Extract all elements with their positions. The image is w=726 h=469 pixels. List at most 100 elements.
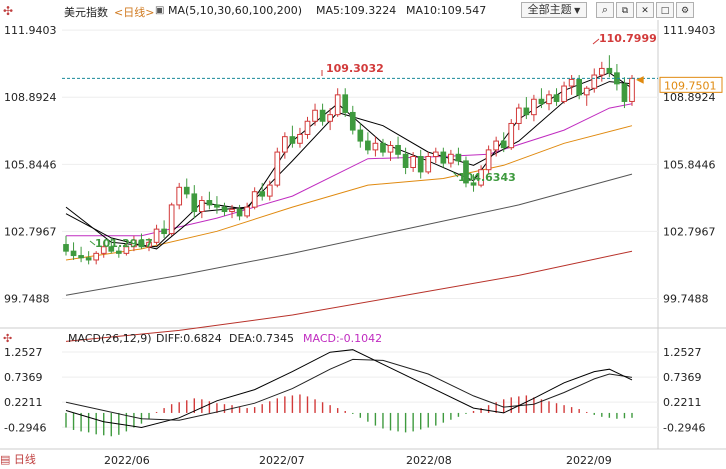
candle-body [327,114,333,122]
macd-axis: 1.2527 1.2527 0.7369 0.7369 0.2211 0.2211 -0.2… [4,346,705,434]
ma100-line [65,173,633,296]
candle-body [568,78,575,87]
annotation-high-2: 110.7999 [599,32,657,45]
candle-body [206,200,213,206]
settings-button[interactable]: ⚙ [676,2,694,18]
instrument-title: 美元指数 [64,6,108,19]
macd-tick-left: 1.2527 [4,346,43,359]
price-tick-left: 99.7488 [4,293,50,306]
candle-body [591,74,598,89]
candle-body [387,144,394,153]
theme-button[interactable]: 全部主题 ▼ [521,2,587,18]
candle-body [395,144,401,155]
macd-tick-right: 0.2211 [663,396,702,409]
candle-body [236,208,243,217]
candle-body [372,142,379,151]
candle-body [561,85,567,102]
candle-body [274,151,281,186]
macd-tick-left: 0.7369 [4,371,43,384]
chart-header: ✣ 美元指数 <日线> ▣ MA(5,10,30,60,100,200) MA5… [0,0,726,20]
close-button[interactable]: ✕ [636,2,654,18]
macd-histogram [65,394,633,437]
price-tick-right: 111.9403 [663,24,716,37]
candle-body [432,151,439,157]
candle-body [515,107,522,124]
crosshair-icon[interactable]: ✣ [3,4,14,18]
price-axis: 111.9403 111.9403 108.8924 108.8924 105.8446… [4,24,716,305]
footer-tab-label: 日线 [13,453,36,466]
candle-body [259,191,266,197]
window-button[interactable]: ⧉ [616,2,634,18]
candle-body [342,94,349,113]
candle-body [63,244,69,252]
annotation-high-1: 109.3032 [326,62,384,75]
macd-tick-left: -0.2946 [4,421,46,434]
candle-body [500,140,507,149]
candle-body [448,153,454,164]
candle-body [365,140,371,151]
price-tick-left: 108.8924 [4,91,57,104]
candle-body [161,228,167,235]
ma30-line [66,103,633,237]
annotation-low-2: 104.6343 [458,171,516,184]
candle-body [108,246,115,252]
theme-button-label: 全部主题 [527,3,572,16]
candle-body [221,206,228,213]
price-tick-right: 105.8446 [663,158,716,171]
candle-body [357,129,364,142]
candle-body [100,246,107,254]
candle-body [93,252,100,261]
candle-body [214,204,220,208]
candle-body [598,67,605,76]
candle-body [297,133,303,144]
crosshair-icon-macd[interactable]: ✣ [3,332,13,345]
chevron-down-icon: ▼ [571,6,581,15]
search-button[interactable]: ⌕ [596,2,614,18]
candle-body [153,228,160,243]
close-icon: ✕ [641,6,649,16]
candle-body [440,151,447,164]
ma60-line [65,125,633,261]
moving-average-lines [65,72,633,342]
annotation-low-1: 101.2967 [95,237,153,250]
candle-body [289,136,296,144]
x-tick-label: 2022/06 [104,454,150,467]
maximize-icon: □ [660,6,670,16]
annotation-low-2-marker [452,171,459,178]
settings-icon: ⚙ [680,6,690,16]
candle-body [349,111,356,131]
candle-body [455,153,462,162]
price-tick-left: 102.7967 [4,225,57,238]
macd-header: ✣ MACD(26,12,9) DIFF:0.6824 DEA:0.7345 M… [0,331,726,347]
footer-period-tab[interactable]: ▤ 日线 [0,451,36,467]
candle-body [131,239,137,248]
candle-body [334,94,341,116]
ma10-line [65,81,633,250]
candle-body [70,250,77,257]
candle-body [410,155,416,168]
candle-body [463,160,469,184]
candle-body [402,153,409,168]
ma200-line [65,250,633,342]
candle-body [146,241,152,248]
candle-body [425,155,432,173]
candle-body [478,169,484,186]
indicator-dropdown-icon[interactable]: ▣ [155,5,165,16]
ma5-value: MA5:109.3224 [316,4,397,17]
candle-body [417,155,424,173]
macd-params: MACD(26,12,9) [68,332,152,345]
candle-body [168,204,175,235]
annotation-low-1-marker [89,240,96,246]
candlestick-series [63,55,635,265]
candle-body [282,136,288,153]
candle-body [606,67,613,74]
maximize-button[interactable]: □ [656,2,674,18]
candle-body [251,191,258,208]
current-price-box [659,76,723,93]
candle-body [138,239,145,248]
candle-body [312,109,318,122]
x-tick-label: 2022/08 [406,454,452,467]
candle-body [546,94,552,105]
candle-body [576,78,583,96]
period-selector[interactable]: <日线> [114,6,155,19]
